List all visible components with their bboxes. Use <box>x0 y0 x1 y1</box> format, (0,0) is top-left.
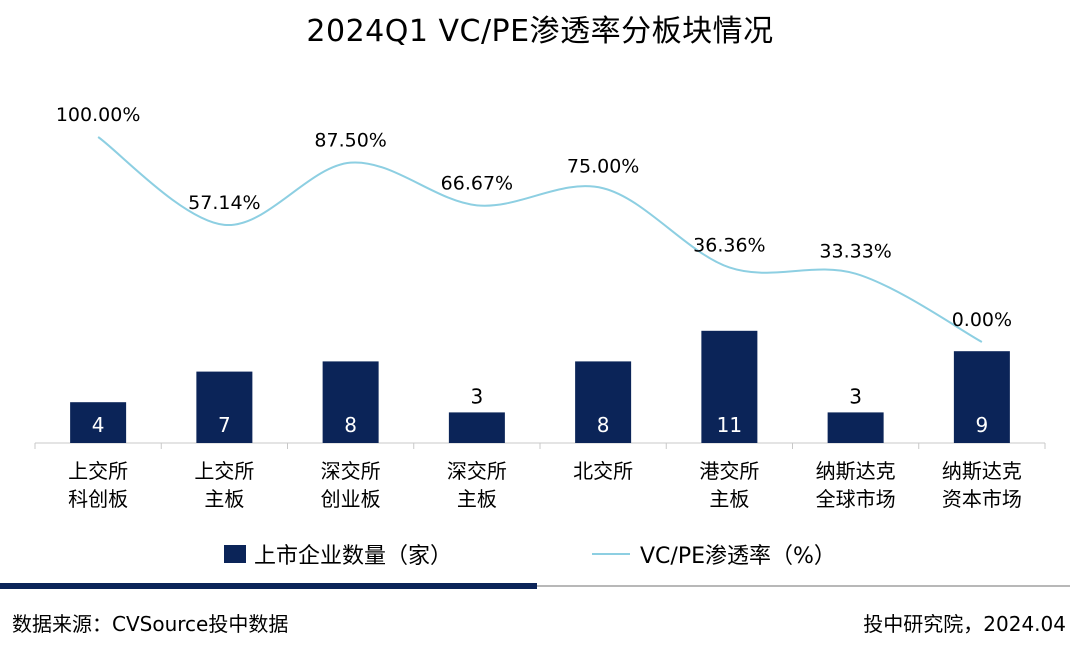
line-value-label: 57.14% <box>188 192 260 214</box>
category-label-line: 纳斯达克 <box>815 459 896 483</box>
category-label-line: 上交所 <box>68 459 129 483</box>
category-label-line: 科创板 <box>68 487 129 511</box>
bar-value-label: 3 <box>471 384 484 408</box>
legend-bar-label: 上市企业数量（家） <box>254 544 453 569</box>
legend-item-line: VC/PE渗透率（%） <box>592 536 836 572</box>
chart-title: 2024Q1 VC/PE渗透率分板块情况 <box>306 14 774 49</box>
category-label-line: 上交所 <box>194 459 255 483</box>
line-value-label: 87.50% <box>314 130 386 152</box>
category-label-line: 资本市场 <box>941 487 1022 511</box>
line-value-label: 33.33% <box>819 241 891 263</box>
category-label: 深交所 主板 <box>417 457 537 513</box>
category-label-line: 主板 <box>456 487 497 511</box>
publisher-credit: 投中研究院，2024.04 <box>863 612 1066 636</box>
category-label: 上交所 科创板 <box>38 457 158 513</box>
bar <box>701 330 758 443</box>
footer-divider <box>537 585 1070 587</box>
line-value-label: 100.00% <box>56 104 141 126</box>
category-label-line: 深交所 <box>320 459 381 483</box>
category-label-line: 港交所 <box>699 459 760 483</box>
penetration-rate-line <box>97 136 983 343</box>
line-value-label: 36.36% <box>693 234 765 256</box>
line-value-label: 75.00% <box>567 155 639 177</box>
legend-line-swatch <box>592 553 630 555</box>
line-value-label: 66.67% <box>441 172 513 194</box>
category-label-line: 纳斯达克 <box>941 459 1022 483</box>
category-label-line: 创业板 <box>320 487 381 511</box>
line-value-label: 0.00% <box>952 309 1012 331</box>
category-label: 深交所 创业板 <box>291 457 411 513</box>
footer-divider-accent <box>0 583 537 589</box>
bar <box>575 361 632 443</box>
category-label: 北交所 <box>543 457 663 485</box>
bar-value-label: 11 <box>717 413 742 437</box>
data-source-note: 数据来源：CVSource投中数据 <box>12 612 289 636</box>
legend-line-label: VC/PE渗透率（%） <box>640 544 836 569</box>
chart-legend: 上市企业数量（家） VC/PE渗透率（%） <box>0 536 1080 572</box>
bar-value-label: 8 <box>597 413 610 437</box>
category-label: 港交所 主板 <box>669 457 789 513</box>
bar-value-label: 8 <box>344 413 357 437</box>
legend-bar-swatch <box>224 545 246 563</box>
bar <box>70 402 127 443</box>
bar <box>196 371 253 443</box>
legend-item-bars: 上市企业数量（家） <box>224 536 452 572</box>
bar-value-label: 3 <box>849 384 862 408</box>
bar <box>827 412 884 443</box>
category-label: 上交所 主板 <box>164 457 284 513</box>
bar-value-label: 7 <box>218 413 231 437</box>
bar-value-label: 4 <box>92 413 105 437</box>
bar <box>448 412 505 443</box>
category-label: 纳斯达克 全球市场 <box>796 457 916 513</box>
category-label-line: 北交所 <box>573 459 634 483</box>
bar-value-label: 9 <box>976 413 989 437</box>
category-label: 纳斯达克 资本市场 <box>922 457 1042 513</box>
bar <box>322 361 379 443</box>
category-label-line: 主板 <box>709 487 750 511</box>
category-label-line: 深交所 <box>446 459 507 483</box>
category-label-line: 主板 <box>204 487 245 511</box>
bar <box>953 351 1010 443</box>
chart-plot: 4 7 8 3 8 11 3 9 100.00% 57.14% 87.50% 66.67% 75.00%… <box>34 104 1046 449</box>
category-label-line: 全球市场 <box>815 487 896 511</box>
